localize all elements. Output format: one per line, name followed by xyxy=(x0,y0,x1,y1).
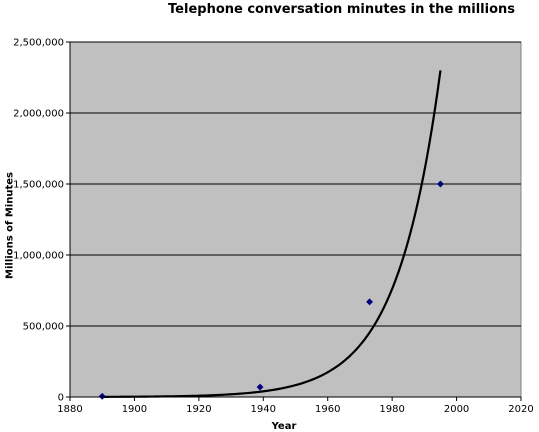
trendline-group xyxy=(102,70,442,398)
chart-title: Telephone conversation minutes in the mi… xyxy=(168,2,515,17)
y-tick-label-3: 1,500,000 xyxy=(13,180,64,191)
x-tick-label-6: 2000 xyxy=(444,404,469,415)
trendline xyxy=(102,70,442,398)
data-point-1 xyxy=(256,383,264,391)
x-tick-label-5: 1980 xyxy=(379,404,404,415)
data-points xyxy=(98,180,445,400)
x-tick-label-7: 2020 xyxy=(508,404,533,415)
y-tick-label-4: 2,000,000 xyxy=(13,109,64,120)
y-tick-label-1: 500,000 xyxy=(23,322,64,333)
axes xyxy=(69,42,521,398)
plot-area xyxy=(69,41,522,398)
y-tick-label-0: 0 xyxy=(58,393,64,404)
y-tick-label-2: 1,000,000 xyxy=(13,251,64,262)
x-tick-label-3: 1940 xyxy=(251,404,276,415)
y-tick-label-5: 2,500,000 xyxy=(13,38,64,49)
data-point-2 xyxy=(366,298,374,306)
plot-area-group xyxy=(69,41,522,398)
data-point-0 xyxy=(98,392,106,400)
gridlines xyxy=(66,41,522,401)
x-tick-label-2: 1920 xyxy=(186,404,211,415)
x-tick-label-0: 1880 xyxy=(57,404,82,415)
x-tick-label-4: 1960 xyxy=(315,404,340,415)
data-point-3 xyxy=(436,180,445,188)
x-axis-label: Year xyxy=(271,421,297,432)
y-tick-labels: 0 500,000 1,000,000 1,500,000 2,000,000 2,500… xyxy=(13,38,64,404)
x-tick-label-1: 1900 xyxy=(122,404,147,415)
x-tick-labels: 1880 1900 1920 1940 1960 1980 2000 2020 xyxy=(57,404,533,415)
